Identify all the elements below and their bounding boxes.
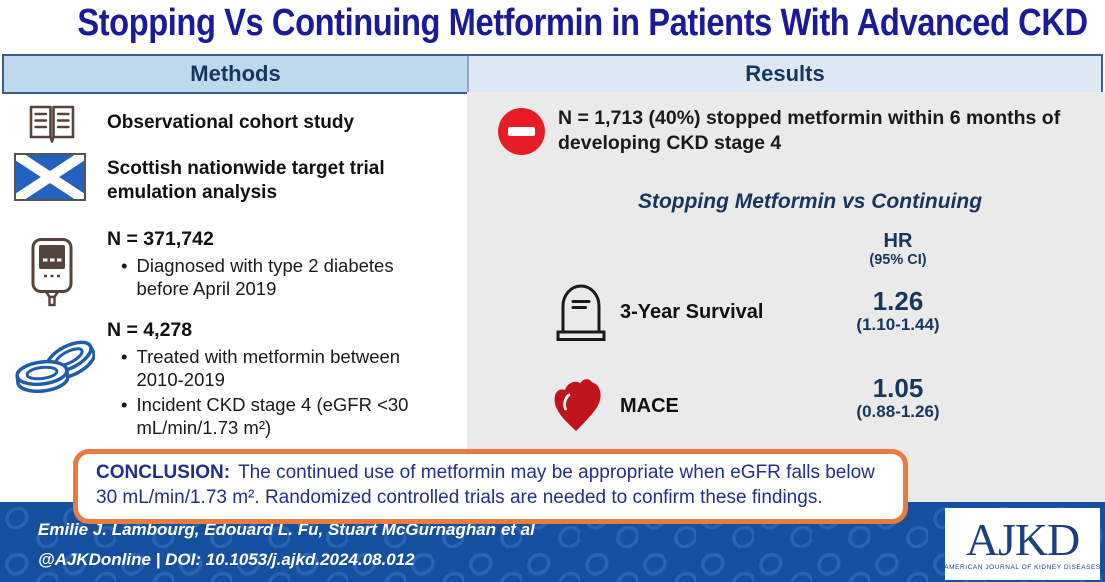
conclusion-box: CONCLUSION: The continued use of metformi… (73, 449, 908, 524)
outcome-label-mace: MACE (620, 395, 679, 417)
outcome-label-survival: 3-Year Survival (620, 301, 764, 323)
subcohort-bullet-ckd: Incident CKD stage 4 (eGFR <30 mL/min/1.… (136, 394, 409, 438)
glucose-meter-icon (31, 238, 73, 307)
hr-value-survival: 1.26 (872, 286, 924, 316)
methods-item-metformin-cohort: N = 4,278 • Treated with metformin betwe… (107, 318, 447, 439)
heart-icon (554, 379, 601, 431)
methods-header-label: Methods (190, 61, 281, 86)
bullet-dot: • (121, 394, 128, 415)
ci-header-label: (95% CI) (869, 252, 927, 268)
tombstone-icon (556, 284, 606, 341)
conclusion-label: CONCLUSION: (96, 462, 231, 483)
methods-item-diabetes-cohort: N = 371,742 • Diagnosed with type 2 diab… (107, 227, 437, 300)
methods-item-country: Scottish nationwide target trial emulati… (107, 158, 385, 203)
results-header: Results (467, 56, 1101, 92)
subcohort-bullet-treatment: Treated with metformin between 2010-2019 (136, 346, 401, 390)
pills-icon (15, 340, 95, 393)
footer-doi: @AJKDonline | DOI: 10.1053/j.ajkd.2024.0… (38, 550, 415, 569)
cohort-bullet: Diagnosed with type 2 diabetes before Ap… (136, 255, 394, 299)
open-book-icon (29, 105, 75, 143)
ajkd-logo: AJKD AMERICAN JOURNAL OF KIDNEY DISEASES (944, 508, 1101, 580)
ajkd-logo-caption: AMERICAN JOURNAL OF KIDNEY DISEASES (944, 564, 1101, 571)
cohort-n-heading: N = 371,742 (107, 228, 214, 250)
scotland-flag-icon (14, 153, 86, 201)
methods-item-study-design: Observational cohort study (107, 112, 355, 133)
ci-value-mace: (0.88-1.26) (856, 402, 940, 421)
hr-value-mace: 1.05 (872, 373, 924, 403)
methods-header: Methods (4, 56, 467, 92)
column-header-bar: Methods Results (2, 54, 1103, 94)
comparison-title: Stopping Metformin vs Continuing (637, 190, 983, 213)
hr-cell-mace: 1.05 (0.88-1.26) (838, 374, 958, 422)
no-entry-icon (498, 108, 545, 155)
ajkd-logo-acronym: AJKD (965, 514, 1081, 565)
hr-header-label: HR (883, 230, 913, 252)
ci-value-survival: (1.10-1.44) (856, 315, 940, 334)
bullet-dot: • (121, 255, 128, 276)
subcohort-n-heading: N = 4,278 (107, 319, 193, 341)
page-title: Stopping Vs Continuing Metformin in Pati… (77, 2, 1088, 44)
footer-authors: Emilie J. Lambourg, Edouard L. Fu, Stuar… (38, 520, 535, 539)
results-stopped-note: N = 1,713 (40%) stopped metformin within… (558, 107, 1061, 154)
bullet-dot: • (121, 346, 128, 367)
results-header-label: Results (745, 61, 825, 86)
hr-column-header: HR (95% CI) (838, 230, 958, 269)
conclusion-text: The continued use of metformin may be ap… (96, 462, 875, 508)
hr-cell-survival: 1.26 (1.10-1.44) (838, 287, 958, 335)
